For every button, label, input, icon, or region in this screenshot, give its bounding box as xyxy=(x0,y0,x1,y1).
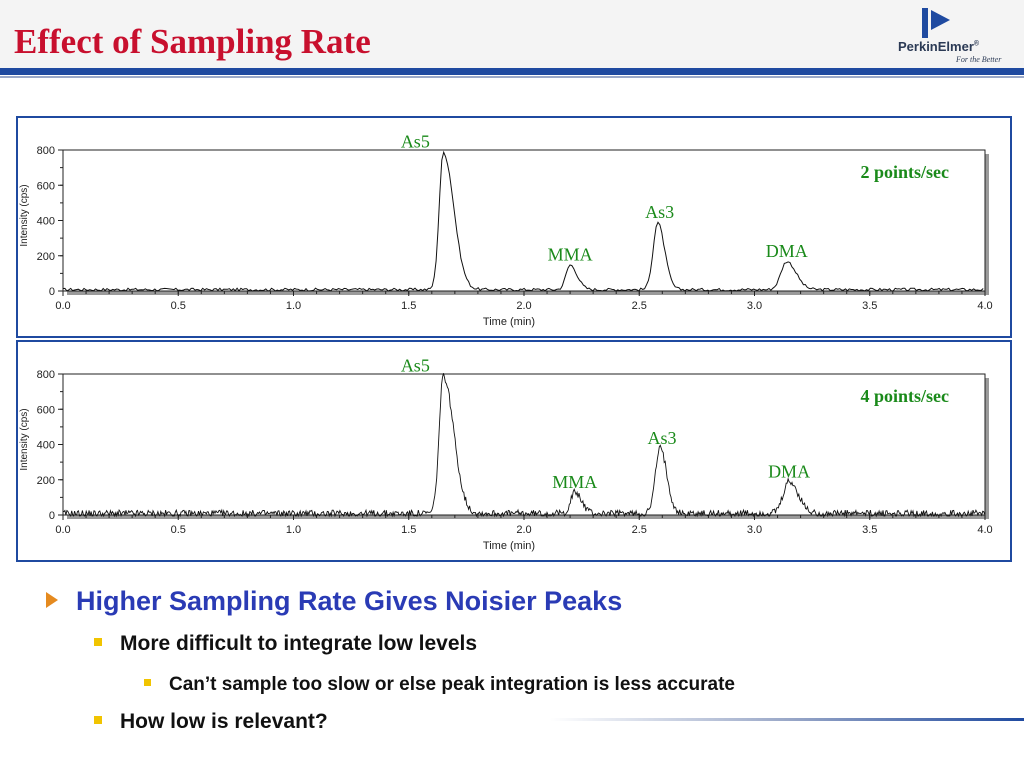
chromatogram-4pps-plot: 0 200 400 600 800 0.0 0.5 1.0 1.5 2.0 2.5 3.0 3.5 4.0… xyxy=(19,356,993,552)
y-tick-label: 400 xyxy=(37,440,55,452)
y-tick-label: 400 xyxy=(37,216,55,228)
y-tick-label: 0 xyxy=(49,510,55,522)
logo-mark-icon xyxy=(922,8,950,38)
title-rule xyxy=(0,68,1024,75)
square-bullet-icon xyxy=(94,638,102,646)
y-axis-label: Intensity (cps) xyxy=(19,184,30,246)
x-tick-label: 2.5 xyxy=(632,524,647,536)
y-tick-label: 200 xyxy=(37,475,55,487)
slide-title: Effect of Sampling Rate xyxy=(14,22,371,61)
peak-label-dma: DMA xyxy=(768,461,810,481)
peak-label-as3: As3 xyxy=(645,202,674,222)
x-tick-label: 1.0 xyxy=(286,300,301,312)
perkinelmer-logo: PerkinElmer® For the Better xyxy=(898,6,1010,66)
logo-tagline: For the Better xyxy=(956,55,1002,64)
chromatogram-2pps-plot: 0 200 400 600 800 0.0 0.5 1.0 1.5 2.0 2.5 3.0 3.5 4.0… xyxy=(19,132,993,328)
bullet-level3-a: Can’t sample too slow or else peak integ… xyxy=(144,674,735,696)
x-tick-label: 1.5 xyxy=(401,524,416,536)
square-bullet-icon xyxy=(94,716,102,724)
bullet-level2-a: More difficult to integrate low levels xyxy=(94,632,477,656)
y-tick-label: 800 xyxy=(37,145,55,157)
peak-label-mma: MMA xyxy=(552,472,597,492)
x-tick-label: 0.5 xyxy=(171,524,186,536)
x-tick-label: 0.0 xyxy=(55,300,70,312)
x-tick-label: 2.0 xyxy=(516,300,531,312)
title-bar xyxy=(0,0,1024,70)
plot-area xyxy=(62,373,986,516)
x-tick-label: 0.0 xyxy=(55,524,70,536)
peak-label-as5: As5 xyxy=(401,356,430,376)
title-rule-thin xyxy=(0,76,1024,78)
x-axis-label: Time (min) xyxy=(483,316,535,328)
y-axis-label: Intensity (cps) xyxy=(19,408,30,470)
bullet-level2-b: How low is relevant? xyxy=(94,710,328,734)
x-tick-label: 0.5 xyxy=(171,300,186,312)
signal-trace xyxy=(62,150,984,292)
x-tick-label: 4.0 xyxy=(977,300,992,312)
x-tick-label: 3.0 xyxy=(747,524,762,536)
x-tick-label: 3.5 xyxy=(862,524,877,536)
x-tick-label: 2.0 xyxy=(516,524,531,536)
chromatogram-4pps: 0 200 400 600 800 0.0 0.5 1.0 1.5 2.0 2.5 3.0 3.5 4.0… xyxy=(16,340,1012,562)
y-tick-label: 0 xyxy=(49,286,55,298)
chromatogram-2pps: 0 200 400 600 800 0.0 0.5 1.0 1.5 2.0 2.5 3.0 3.5 4.0… xyxy=(16,116,1012,338)
peak-label-as5: As5 xyxy=(401,132,430,152)
sampling-rate-label: 2 points/sec xyxy=(860,162,949,182)
y-tick-label: 800 xyxy=(37,369,55,381)
logo-wordmark: PerkinElmer® xyxy=(898,39,980,54)
y-tick-label: 600 xyxy=(37,180,55,192)
x-tick-label: 2.5 xyxy=(632,300,647,312)
square-bullet-icon xyxy=(144,679,151,686)
bullet-level1: Higher Sampling Rate Gives Noisier Peaks xyxy=(46,586,622,617)
y-tick-label: 600 xyxy=(37,404,55,416)
plot-area xyxy=(62,149,986,292)
x-tick-label: 3.0 xyxy=(747,300,762,312)
sampling-rate-label: 4 points/sec xyxy=(860,386,949,406)
peak-label-as3: As3 xyxy=(647,428,676,448)
x-tick-label: 4.0 xyxy=(977,524,992,536)
x-tick-label: 3.5 xyxy=(862,300,877,312)
signal-trace xyxy=(62,373,986,518)
decorative-rule xyxy=(550,718,1024,721)
peak-label-dma: DMA xyxy=(766,241,808,261)
peak-label-mma: MMA xyxy=(548,244,593,264)
arrow-bullet-icon xyxy=(46,592,58,608)
x-tick-label: 1.5 xyxy=(401,300,416,312)
y-tick-label: 200 xyxy=(37,251,55,263)
x-tick-label: 1.0 xyxy=(286,524,301,536)
x-axis-label: Time (min) xyxy=(483,540,535,552)
